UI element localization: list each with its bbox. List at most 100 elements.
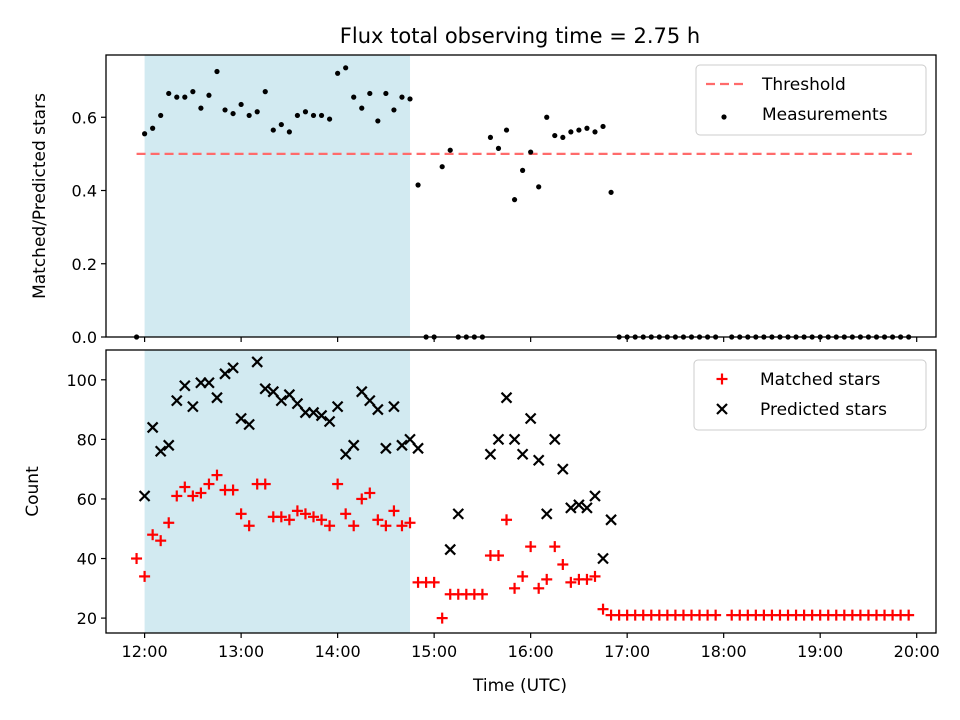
matched-point [549, 541, 561, 553]
predicted-point-b [162, 439, 175, 452]
measurement-point [528, 149, 534, 155]
measurement-point [343, 65, 349, 71]
measurement-point [254, 109, 260, 115]
legend-label: Matched stars [760, 370, 880, 390]
measurement-point [351, 94, 357, 100]
matched-point [316, 514, 328, 526]
predicted-point-b [549, 433, 561, 446]
axes-frame [105, 349, 937, 634]
predicted-point-b [508, 433, 521, 446]
predicted-point [162, 439, 175, 452]
x-tick-label: 15:00 [411, 642, 457, 661]
matched-point [348, 520, 360, 532]
matched-point [710, 609, 722, 621]
predicted-point-b [259, 382, 272, 395]
matched-point [509, 582, 521, 594]
predicted-point [597, 552, 609, 565]
measurement-point [399, 94, 405, 100]
legend-label: Threshold [761, 75, 846, 95]
predicted-point-b [484, 448, 497, 461]
predicted-point [154, 445, 167, 458]
predicted-point-b [452, 508, 465, 520]
predicted-point [219, 368, 231, 380]
predicted-point-b [154, 445, 167, 458]
y-tick-label: 80 [77, 430, 97, 449]
measurement-point [511, 197, 518, 203]
y-axis-label: Count [23, 466, 43, 517]
predicted-point [532, 454, 545, 466]
legend-box [695, 64, 927, 136]
matched-point [147, 529, 159, 541]
predicted-point [307, 406, 320, 419]
predicted-point [339, 448, 352, 461]
matched-point [533, 582, 545, 594]
y-tick-label: 0.2 [72, 255, 97, 274]
predicted-point-b [307, 406, 320, 419]
matched-point [243, 520, 255, 532]
measurement-point [544, 114, 550, 120]
predicted-point [251, 356, 263, 368]
predicted-point [589, 490, 601, 502]
predicted-point-b [524, 412, 537, 425]
matched-point [227, 484, 239, 496]
measurement-point [536, 184, 542, 190]
measurement-point [182, 94, 188, 100]
predicted-point-b [283, 388, 296, 401]
matched-point [589, 570, 601, 582]
predicted-point [243, 418, 255, 431]
predicted-point-b [565, 502, 577, 514]
predicted-point [364, 394, 376, 407]
predicted-point-b [557, 463, 569, 475]
matched-point [139, 570, 151, 582]
matched-point [211, 469, 223, 481]
predicted-point [267, 385, 280, 398]
measurement-point [278, 121, 284, 128]
matched-point [179, 481, 191, 493]
matched-point [291, 505, 303, 517]
matched-point [565, 576, 577, 588]
matched-point [259, 478, 271, 490]
predicted-point [372, 403, 384, 416]
measurement-point [520, 167, 526, 173]
measurement-point [270, 127, 276, 133]
matched-point [372, 514, 384, 526]
matched-point [283, 514, 295, 526]
y-tick-label: 0.0 [72, 328, 97, 347]
predicted-point [581, 502, 593, 514]
predicted-point-b [339, 448, 352, 461]
matched-point [396, 520, 408, 532]
predicted-point [549, 433, 561, 446]
predicted-point [557, 463, 569, 475]
legend-matched-handle [716, 373, 728, 385]
predicted-point [170, 394, 183, 407]
y-tick-label: 0.4 [72, 182, 97, 201]
matched-point [404, 517, 416, 529]
measurement-point [335, 70, 341, 76]
predicted-point-b [211, 391, 223, 404]
predicted-point-b [219, 368, 231, 380]
legend-label: Predicted stars [760, 400, 887, 420]
matched-point [581, 573, 593, 585]
shaded-observing-window [144, 55, 411, 337]
predicted-point-b [492, 433, 505, 446]
measurement-point [552, 132, 558, 139]
matched-point [557, 558, 569, 570]
predicted-point-b [355, 385, 368, 398]
predicted-point [412, 442, 424, 455]
predicted-point [452, 508, 465, 520]
matched-point [235, 508, 247, 520]
predicted-point-b [605, 514, 617, 526]
predicted-point [573, 499, 585, 511]
bottom-panel: 12:00 13:00 14:00 15:00 16:00 17:00 18:00 19:00… [23, 349, 940, 661]
predicted-point-b [573, 499, 585, 511]
predicted-point-b [331, 400, 344, 413]
x-tick-label: 20:00 [894, 642, 940, 661]
predicted-point [516, 448, 529, 461]
predicted-point [291, 397, 304, 410]
predicted-point-b [291, 397, 304, 410]
predicted-point [347, 439, 360, 452]
series-matched-stars [131, 469, 915, 624]
predicted-point [275, 394, 288, 407]
measurement-point [367, 90, 373, 97]
predicted-point [540, 508, 553, 520]
